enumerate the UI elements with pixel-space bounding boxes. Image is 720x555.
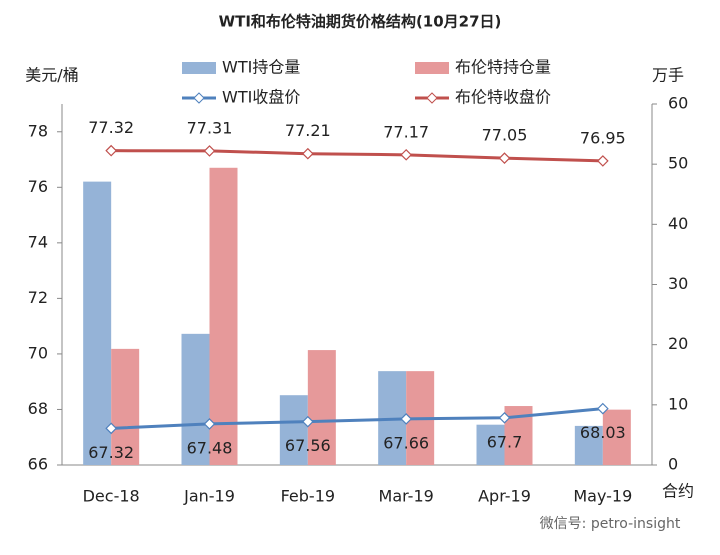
data-label: 77.21	[285, 121, 331, 140]
bar	[279, 395, 308, 465]
x-tick-label: Apr-19	[478, 487, 531, 506]
y-axis-label: 美元/桶	[25, 66, 78, 85]
bar	[602, 409, 631, 465]
y2-tick-label: 0	[668, 455, 678, 474]
legend-swatch	[415, 62, 449, 74]
point	[105, 422, 118, 435]
legend-label: WTI收盘价	[222, 88, 300, 107]
bar	[476, 424, 505, 465]
point	[203, 145, 216, 157]
point	[301, 147, 314, 160]
y2-axis-label: 万手	[652, 66, 684, 85]
point	[400, 413, 413, 425]
point	[400, 148, 413, 161]
bar	[209, 167, 238, 465]
x-axis-label: 合约	[662, 482, 694, 501]
data-label: 67.56	[285, 436, 331, 455]
point	[498, 152, 511, 164]
y2-tick-label: 40	[668, 214, 688, 233]
data-label: 77.32	[88, 118, 134, 137]
y2-tick-label: 50	[668, 154, 688, 173]
y2-tick-label: 10	[668, 394, 688, 413]
data-label: 77.05	[482, 126, 528, 145]
y-tick-label: 78	[28, 121, 48, 140]
legend-label: 布伦特收盘价	[455, 88, 551, 107]
point	[105, 144, 118, 157]
data-label: 67.32	[88, 443, 134, 462]
y-tick-label: 72	[28, 288, 48, 307]
data-label: 67.66	[383, 433, 429, 452]
x-tick-label: Mar-19	[379, 487, 434, 506]
x-tick-label: Jan-19	[183, 487, 235, 506]
point	[596, 155, 609, 167]
bar	[307, 350, 336, 465]
y-tick-label: 66	[28, 455, 48, 474]
x-tick-label: May-19	[573, 487, 632, 506]
y-tick-label: 74	[28, 232, 48, 251]
data-label: 77.31	[187, 118, 233, 137]
point	[498, 411, 511, 424]
legend-marker	[426, 92, 438, 104]
bar	[181, 333, 210, 465]
legend-swatch	[182, 62, 216, 74]
point	[301, 415, 314, 428]
line	[111, 149, 603, 163]
data-label: 77.17	[383, 122, 429, 141]
y2-tick-label: 60	[668, 94, 688, 113]
line	[111, 407, 603, 430]
watermark: 微信号: petro-insight	[540, 516, 681, 532]
x-tick-label: Dec-18	[83, 487, 140, 506]
y-tick-label: 68	[28, 399, 48, 418]
legend-label: 布伦特持仓量	[455, 58, 551, 77]
y2-tick-label: 30	[668, 274, 688, 293]
bar	[83, 181, 112, 466]
point	[203, 418, 216, 430]
data-label: 67.7	[487, 432, 523, 451]
legend-marker	[193, 92, 205, 104]
x-tick-label: Feb-19	[281, 487, 335, 506]
point	[596, 402, 609, 415]
data-label: 68.03	[580, 423, 626, 442]
data-label: 67.48	[187, 438, 233, 457]
bar	[574, 425, 603, 465]
legend-label: WTI持仓量	[222, 58, 300, 77]
data-label: 76.95	[580, 128, 626, 147]
y2-tick-label: 20	[668, 334, 688, 353]
bar	[111, 348, 140, 465]
y-tick-label: 70	[28, 343, 48, 362]
chart-title: WTI和布伦特油期货价格结构(10月27日)	[219, 13, 502, 31]
y-tick-label: 76	[28, 177, 48, 196]
